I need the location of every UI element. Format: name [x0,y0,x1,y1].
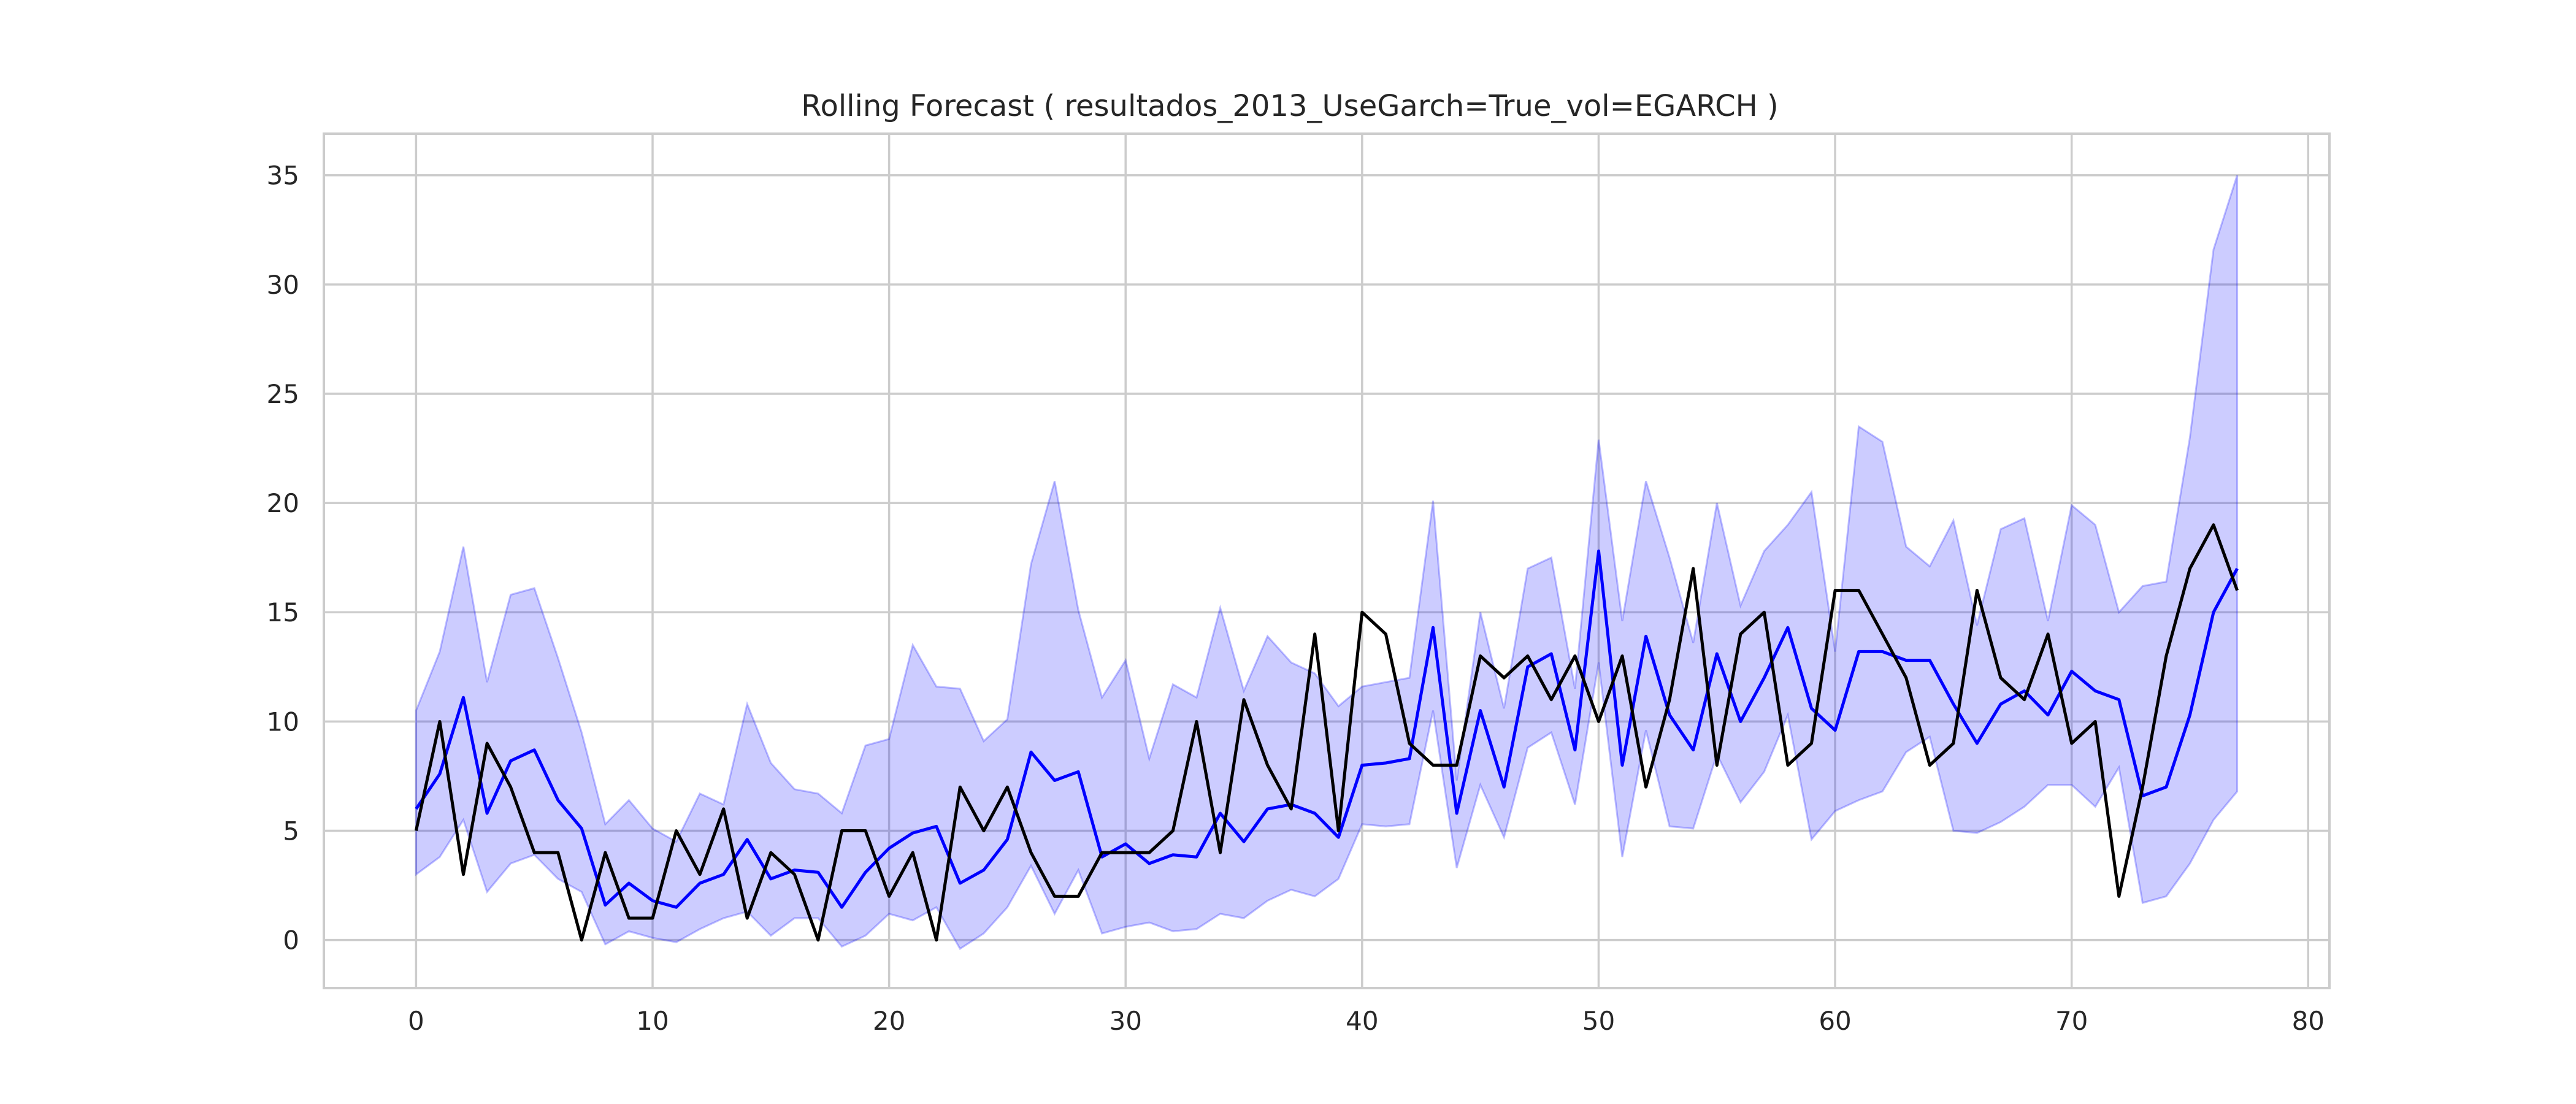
x-tick-label: 80 [2292,1006,2325,1036]
y-tick-label: 15 [267,597,299,627]
y-tick-label: 25 [267,379,299,409]
x-tick-label: 0 [408,1006,424,1036]
axis-layer: 0 10 20 30 40 50 60 70 80 0 5 10 15 20 25 30 35 [267,132,2331,1036]
x-tick-label: 50 [1582,1006,1615,1036]
y-tick-label: 5 [283,816,299,846]
data-layer [414,175,2239,951]
y-tick-label: 20 [267,488,299,518]
actual-line [414,523,2239,942]
plot-frame [323,132,2331,989]
x-tick-label: 20 [873,1006,905,1036]
grid-lines [324,134,2329,988]
y-tick-label: 30 [267,270,299,300]
x-tick-label: 30 [1110,1006,1142,1036]
forecast-line [415,550,2239,909]
x-tick-label: 60 [1819,1006,1851,1036]
x-tick-label: 40 [1346,1006,1378,1036]
x-tick-label: 10 [636,1006,669,1036]
x-tick-label: 70 [2055,1006,2088,1036]
y-tick-label: 10 [267,707,299,737]
y-tick-label: 35 [267,161,299,191]
chart-title: Rolling Forecast ( resultados_2013_UseGa… [801,89,1778,123]
y-tick-label: 0 [283,926,299,956]
confidence-band [415,175,2239,951]
